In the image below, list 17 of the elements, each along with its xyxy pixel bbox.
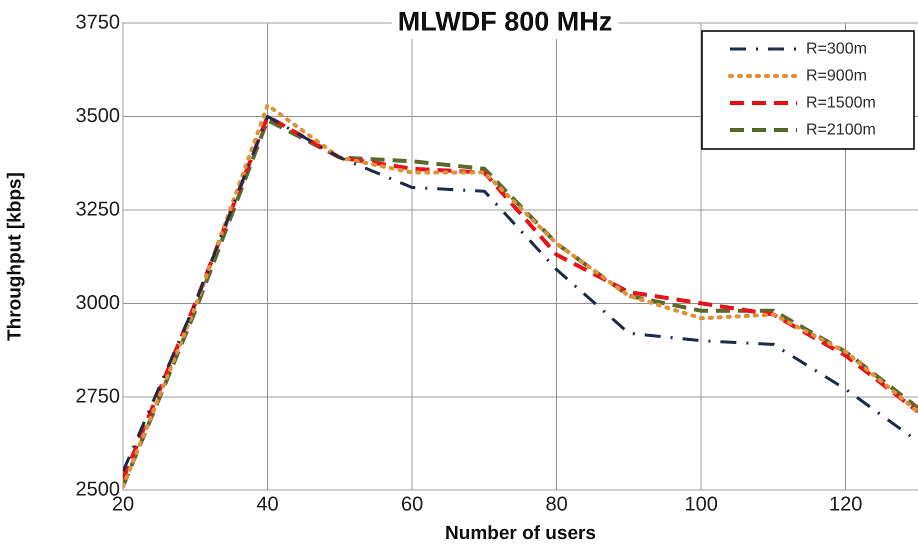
chart-title: MLWDF 800 MHz <box>398 6 612 36</box>
x-tick-label: 100 <box>684 494 718 516</box>
legend-label: R=1500m <box>806 94 876 112</box>
x-tick-label: 80 <box>546 494 568 516</box>
legend-label: R=2100m <box>806 121 876 138</box>
y-tick-label: 3500 <box>76 104 120 127</box>
legend-label: R=300m <box>806 40 867 58</box>
y-tick-label: 3250 <box>76 198 120 220</box>
y-axis-title: Throughput [kbps] <box>4 172 26 342</box>
y-tick-label: 3750 <box>76 12 120 34</box>
x-tick-label: 40 <box>256 494 279 516</box>
x-tick-label: 60 <box>400 494 424 516</box>
legend-label: R=900m <box>806 67 867 84</box>
x-axis-title: Number of users <box>445 522 596 544</box>
y-tick-label: 3000 <box>76 292 120 314</box>
x-tick-label: 120 <box>829 494 862 516</box>
y-tick-label: 2750 <box>76 385 120 408</box>
